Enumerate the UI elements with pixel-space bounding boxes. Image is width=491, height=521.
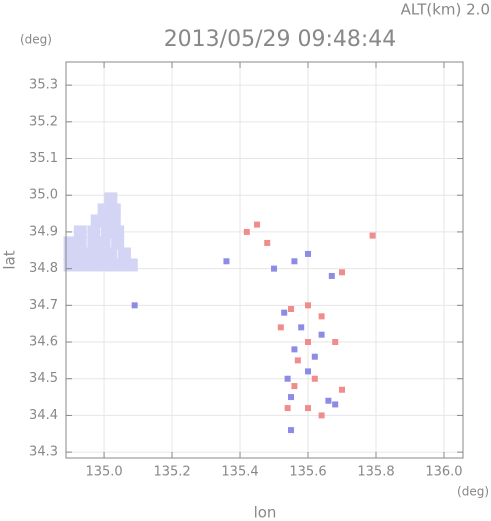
data-point bbox=[63, 247, 77, 261]
data-point bbox=[305, 368, 312, 375]
data-point bbox=[288, 305, 295, 312]
y-tick-label: 34.9 bbox=[29, 224, 58, 239]
y-axis-label: lat bbox=[1, 250, 19, 269]
chart-title: 2013/05/29 09:48:44 bbox=[164, 27, 397, 52]
data-point bbox=[73, 225, 87, 239]
data-point bbox=[97, 236, 111, 250]
y-tick-label: 34.7 bbox=[29, 298, 58, 313]
plot-frame bbox=[65, 61, 464, 459]
data-point bbox=[73, 258, 87, 272]
data-point bbox=[63, 236, 77, 250]
data-point bbox=[294, 357, 301, 364]
data-point bbox=[318, 313, 325, 320]
data-point bbox=[288, 427, 295, 434]
data-point bbox=[328, 272, 335, 279]
data-point bbox=[271, 265, 278, 272]
data-point bbox=[325, 397, 332, 404]
data-point bbox=[94, 258, 108, 272]
y-tick-label: 34.4 bbox=[29, 408, 58, 423]
data-point bbox=[291, 346, 298, 353]
data-point bbox=[291, 258, 298, 265]
data-point bbox=[338, 269, 345, 276]
y-tick-label: 35.2 bbox=[29, 114, 58, 129]
data-point bbox=[117, 247, 131, 261]
data-point bbox=[104, 247, 118, 261]
data-point bbox=[281, 309, 288, 316]
data-point bbox=[94, 247, 108, 261]
x-axis-label: lon bbox=[254, 504, 277, 521]
data-point bbox=[73, 236, 87, 250]
data-point bbox=[311, 353, 318, 360]
data-point bbox=[73, 247, 87, 261]
data-point bbox=[284, 405, 291, 412]
data-point bbox=[83, 247, 97, 261]
y-tick-label: 34.8 bbox=[29, 261, 58, 276]
data-point bbox=[107, 214, 121, 228]
data-point bbox=[114, 258, 128, 272]
data-point bbox=[332, 339, 339, 346]
data-point bbox=[277, 324, 284, 331]
data-point bbox=[131, 302, 138, 309]
altitude-label: ALT(km) 2.0 bbox=[401, 1, 490, 19]
data-point bbox=[311, 375, 318, 382]
x-tick-label: 136.0 bbox=[425, 465, 462, 480]
data-point bbox=[318, 331, 325, 338]
data-point bbox=[100, 225, 114, 239]
y-tick-label: 35.3 bbox=[29, 78, 58, 93]
data-point bbox=[291, 383, 298, 390]
data-point bbox=[369, 232, 376, 239]
data-point bbox=[107, 203, 121, 217]
data-point bbox=[223, 258, 230, 265]
y-unit: (deg) bbox=[20, 33, 52, 47]
data-point bbox=[305, 339, 312, 346]
data-point bbox=[264, 239, 271, 246]
x-tick-label: 135.2 bbox=[153, 465, 190, 480]
data-point bbox=[111, 236, 125, 250]
data-point bbox=[87, 225, 101, 239]
x-tick-label: 135.8 bbox=[357, 465, 394, 480]
x-unit: (deg) bbox=[457, 485, 489, 499]
data-point bbox=[90, 214, 104, 228]
data-point bbox=[332, 401, 339, 408]
y-tick-label: 35.0 bbox=[29, 188, 58, 203]
data-point bbox=[305, 302, 312, 309]
data-point bbox=[87, 236, 101, 250]
data-point bbox=[318, 412, 325, 419]
data-point bbox=[111, 225, 125, 239]
data-point bbox=[104, 192, 118, 206]
x-tick-label: 135.0 bbox=[85, 465, 122, 480]
data-point bbox=[284, 375, 291, 382]
data-point bbox=[338, 386, 345, 393]
y-tick-label: 35.1 bbox=[29, 151, 58, 166]
data-point bbox=[124, 258, 138, 272]
y-tick-label: 34.5 bbox=[29, 371, 58, 386]
data-point bbox=[83, 258, 97, 272]
data-point bbox=[288, 394, 295, 401]
data-point bbox=[254, 221, 261, 228]
data-point bbox=[298, 324, 305, 331]
data-point bbox=[305, 250, 312, 257]
data-point bbox=[97, 203, 111, 217]
data-point bbox=[243, 228, 250, 235]
plot-area bbox=[63, 62, 463, 458]
x-tick-label: 135.4 bbox=[221, 465, 258, 480]
x-tick-label: 135.6 bbox=[289, 465, 326, 480]
y-tick-label: 34.6 bbox=[29, 335, 58, 350]
data-point bbox=[104, 258, 118, 272]
data-point bbox=[305, 405, 312, 412]
y-tick-label: 34.3 bbox=[29, 445, 58, 460]
